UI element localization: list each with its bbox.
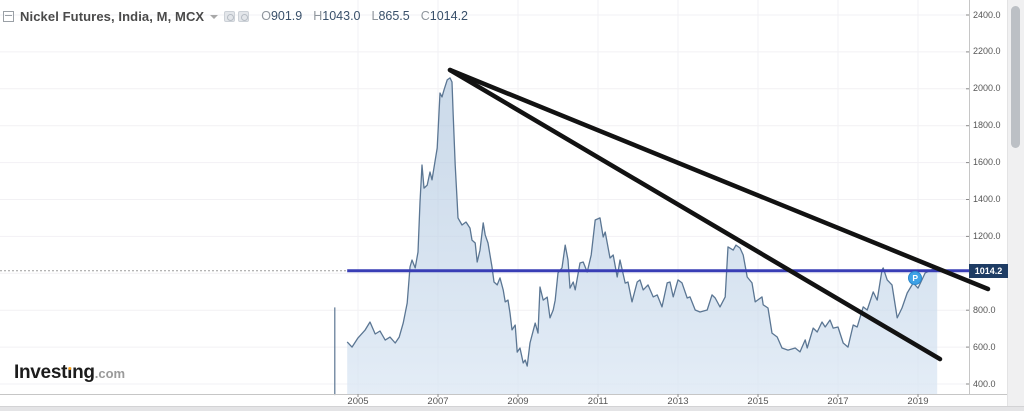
publication-marker[interactable]: P (908, 270, 923, 285)
open-value: O901.9 (261, 9, 303, 23)
chart-legend: Nickel Futures, India, M, MCX O901.9 H10… (3, 7, 479, 25)
time-tick-label: 2007 (427, 396, 449, 407)
price-line (346, 77, 938, 367)
time-tick-label: 2005 (347, 396, 369, 407)
chevron-down-icon[interactable] (210, 15, 219, 19)
camera-icon[interactable] (224, 10, 236, 22)
time-tick-label: 2019 (907, 396, 929, 407)
time-tick-label: 2017 (827, 396, 849, 407)
symbol-title[interactable]: Nickel Futures, India, M, MCX (20, 8, 205, 24)
time-tick-label: 2009 (507, 396, 529, 407)
price-tick-label: 2200.0 (973, 46, 1001, 57)
price-tick-label: 1200.0 (973, 230, 1001, 241)
trendline[interactable] (447, 67, 943, 362)
price-tick-label: 1600.0 (973, 157, 1001, 168)
collapse-square-icon[interactable] (3, 10, 14, 22)
brand-text: Investıng (14, 362, 95, 383)
low-value: L865.5 (371, 9, 410, 23)
high-value: H1043.0 (313, 9, 361, 23)
publication-marker-letter: P (912, 272, 919, 283)
close-value: C1014.2 (420, 9, 468, 23)
price-tick-label: 800.0 (973, 304, 996, 315)
price-tick-label: 2400.0 (973, 9, 1001, 20)
ohlc-values: O901.9 H1043.0 L865.5 C1014.2 (261, 9, 479, 23)
last-price-label: 1014.2 (969, 263, 1008, 278)
price-area (347, 77, 938, 395)
price-tick-label: 1800.0 (973, 120, 1001, 131)
price-tick-label: 1400.0 (973, 194, 1001, 204)
trendline[interactable] (447, 67, 991, 292)
investing-watermark: Investıng.com (14, 362, 125, 384)
scrollbar-thumb[interactable] (1011, 6, 1020, 148)
price-tick-label: 2000.0 (973, 83, 1001, 94)
clock-icon[interactable] (238, 10, 250, 22)
price-tick-label: 600.0 (973, 341, 996, 352)
price-tick-label: 400.0 (973, 378, 996, 389)
bottom-toolbar-strip (0, 406, 1024, 411)
time-tick-label: 2013 (667, 396, 689, 407)
logo-orange-dot-i: ı (67, 362, 73, 383)
time-tick-label: 2011 (587, 396, 609, 407)
time-tick-label: 2015 (747, 396, 769, 407)
brand-tld: .com (94, 366, 126, 381)
